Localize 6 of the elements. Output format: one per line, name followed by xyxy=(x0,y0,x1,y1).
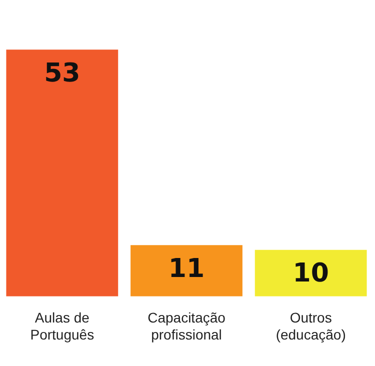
x-tick-label: Aulas de Português xyxy=(30,310,94,342)
data-label: 10 xyxy=(292,258,329,289)
x-tick-label: Outros (educação) xyxy=(276,310,346,342)
data-label: 11 xyxy=(168,254,205,284)
data-label: 53 xyxy=(44,58,80,88)
x-tick-label: Capacitação profissional xyxy=(148,310,226,342)
